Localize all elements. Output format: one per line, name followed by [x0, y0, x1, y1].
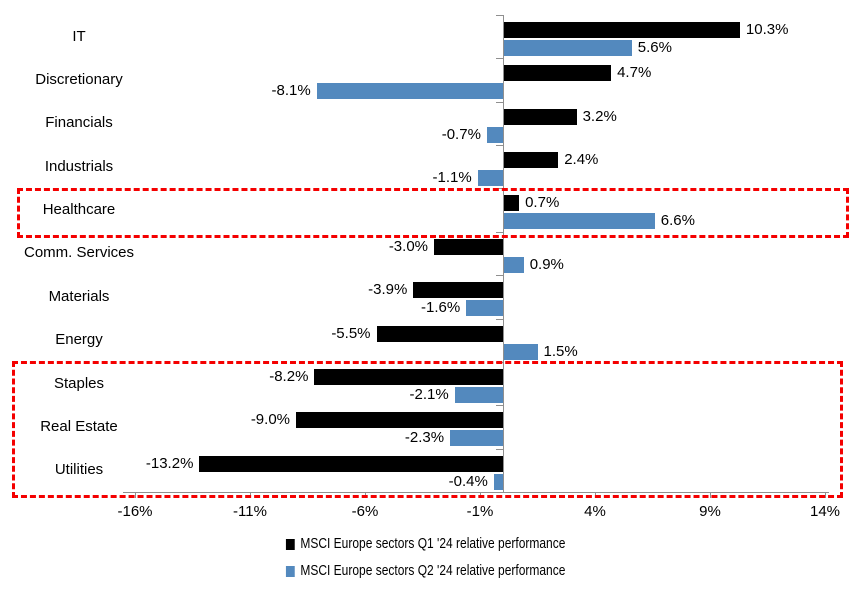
x-axis-tick-label: -16%	[117, 502, 153, 520]
category-label: IT	[72, 27, 86, 45]
bar-value-label: 10.3%	[745, 21, 789, 38]
bar-q2	[450, 430, 503, 447]
bar-value-label: 2.4%	[564, 151, 599, 169]
bar-value-label: 5.6%	[637, 39, 672, 56]
x-axis-tick-label: -1%	[466, 502, 494, 520]
bar-value-label: -2.3%	[404, 429, 445, 447]
category-label: Comm. Services	[23, 244, 135, 262]
category-label: Healthcare	[42, 201, 116, 219]
category-tick	[496, 448, 503, 450]
bar-value-label: 0.7%	[525, 194, 560, 212]
x-axis-tick	[250, 491, 251, 498]
category-tick	[496, 15, 503, 16]
category-tick	[496, 318, 503, 320]
highlight-box	[17, 187, 849, 239]
x-axis-tick	[480, 491, 481, 498]
bar-q1	[503, 152, 559, 169]
x-axis-tick	[710, 491, 711, 498]
category-tick	[496, 275, 503, 277]
category-label: Staples	[53, 374, 105, 392]
x-axis-tick	[365, 491, 366, 498]
bar-q1	[503, 108, 577, 125]
legend: MSCI Europe sectors Q1 '24 relative perf…	[0, 536, 852, 579]
bar-value-label: -13.2%	[145, 454, 194, 472]
bar-value-label: -0.7%	[441, 125, 481, 143]
legend-marker-q1-icon	[286, 538, 296, 550]
category-label: Financials	[45, 114, 113, 132]
bar-q2	[503, 40, 632, 56]
x-axis-tick-label: -11%	[233, 502, 267, 520]
x-axis-tick	[825, 491, 826, 498]
bar-value-label: -1.1%	[432, 169, 472, 187]
bar-q2	[316, 83, 503, 100]
bar-value-label: -8.2%	[269, 367, 309, 385]
bar-value-label: -9.0%	[250, 411, 290, 429]
category-tick	[496, 101, 503, 103]
y-axis-line	[503, 15, 504, 492]
category-tick	[496, 58, 503, 60]
bar-value-label: 1.5%	[543, 342, 578, 360]
x-axis-line	[123, 491, 829, 493]
bar-value-label: -3.9%	[368, 281, 408, 299]
bar-q1	[434, 238, 503, 255]
category-label: Utilities	[54, 461, 104, 479]
bar-value-label: -8.1%	[271, 82, 311, 100]
bar-value-label: -1.6%	[421, 299, 461, 317]
bar-q1	[314, 368, 503, 385]
category-label: Energy	[55, 331, 103, 349]
legend-label-q1: MSCI Europe sectors Q1 '24 relative perf…	[300, 535, 566, 552]
x-axis-tick-label: 4%	[584, 502, 606, 520]
bar-value-label: -3.0%	[388, 237, 428, 255]
category-tick	[496, 231, 503, 233]
x-axis-tick	[595, 491, 596, 498]
category-tick	[496, 145, 503, 147]
legend-item-q2: MSCI Europe sectors Q2 '24 relative perf…	[286, 562, 566, 579]
x-axis-tick	[135, 491, 136, 498]
legend-marker-q2-icon	[286, 565, 296, 577]
bar-value-label: 6.6%	[660, 212, 695, 230]
bar-value-label: 0.9%	[529, 255, 564, 273]
bar-q2	[503, 343, 538, 360]
highlight-box	[12, 361, 843, 499]
x-axis-tick-label: 9%	[699, 502, 721, 520]
legend-label-q2: MSCI Europe sectors Q2 '24 relative perf…	[300, 562, 566, 579]
bar-q1	[376, 325, 503, 342]
category-label: Real Estate	[40, 417, 118, 435]
bar-q1	[199, 455, 503, 472]
bar-q2	[503, 256, 524, 273]
x-axis-tick-label: -6%	[351, 502, 379, 520]
bar-q1	[296, 412, 503, 429]
category-label: Industrials	[44, 157, 114, 175]
legend-item-q1: MSCI Europe sectors Q1 '24 relative perf…	[286, 535, 566, 552]
bar-q1	[503, 22, 740, 38]
bar-q2	[454, 386, 503, 403]
x-axis-tick-label: 14%	[809, 502, 841, 520]
bar-q2	[477, 170, 503, 187]
bar-value-label: -2.1%	[409, 385, 449, 403]
bar-q1	[503, 65, 612, 82]
bar-q2	[486, 126, 503, 143]
category-label: Materials	[48, 287, 110, 305]
bar-q1	[413, 282, 503, 299]
category-tick	[496, 405, 503, 407]
bar-q2	[466, 300, 503, 317]
bar-value-label: 4.7%	[617, 64, 652, 82]
bar-value-label: -5.5%	[331, 324, 371, 342]
bar-value-label: 3.2%	[582, 107, 617, 125]
category-label: Discretionary	[35, 71, 123, 89]
bar-value-label: -0.4%	[448, 472, 488, 490]
bar-q2	[503, 213, 655, 230]
bar-q1	[503, 195, 520, 212]
bar-q2	[493, 473, 503, 490]
